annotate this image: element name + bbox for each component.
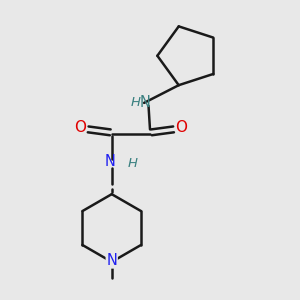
Text: H: H [127, 157, 137, 170]
Text: N: N [106, 253, 117, 268]
Text: N: N [105, 154, 116, 169]
Text: O: O [74, 120, 86, 135]
Text: O: O [176, 120, 188, 135]
Text: H: H [130, 95, 140, 109]
Text: N: N [140, 94, 150, 110]
